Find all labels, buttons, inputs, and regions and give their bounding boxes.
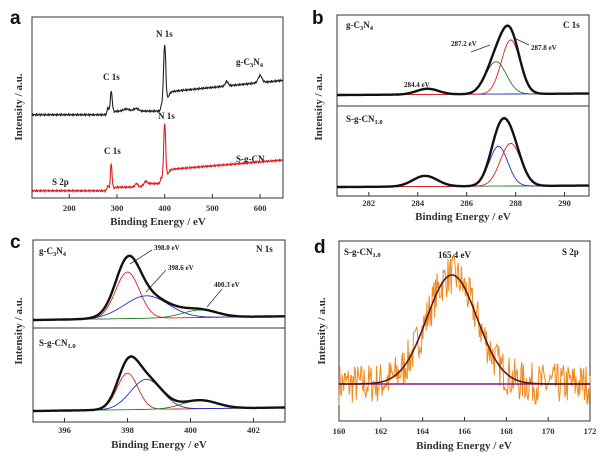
arrow-287-8 — [513, 37, 530, 46]
annotation-s2p: S 2p — [52, 177, 69, 187]
panel-letter-a: a — [10, 8, 21, 29]
region-label-c: N 1s — [256, 244, 273, 254]
raw-data-bottom — [32, 354, 286, 413]
region-label-d: S 2p — [562, 247, 579, 257]
peak-label-400-3: 400.3 eV — [214, 281, 240, 289]
plot-frame-a — [31, 16, 284, 199]
arrow-398-6 — [145, 269, 167, 293]
series-label-s-g-cn: S-g-CN — [236, 154, 265, 164]
x-tick-label-c: 398 — [121, 425, 134, 435]
y-axis-label-c: Intensity / a.u. — [13, 297, 25, 364]
x-axis-label-b: Binding Energy / eV — [415, 211, 511, 223]
peak-label-287-8: 287.8 eV — [531, 44, 557, 52]
region-label-b: C 1s — [563, 20, 580, 30]
x-axis-label-d: Binding Energy / eV — [416, 440, 512, 452]
x-tick-label-d: 166 — [458, 426, 471, 436]
x-tick-label-a: 300 — [111, 203, 124, 213]
x-tick-label-a: 600 — [254, 203, 267, 213]
plot-frame-d — [338, 240, 591, 422]
x-tick-label-a: 400 — [158, 203, 171, 213]
fit-component-bottom-287.8 — [337, 142, 589, 188]
peak-label-287-2: 287.2 eV — [451, 40, 477, 48]
x-axis-label-c: Binding Energy / eV — [111, 439, 207, 451]
x-tick-label-d: 164 — [416, 426, 430, 436]
envelope-top — [337, 24, 589, 97]
panel-letter-c: c — [10, 232, 21, 253]
sample-label-c-bottom: S-g-CN1.0 — [39, 338, 76, 350]
y-axis-label-d: Intensity / a.u. — [316, 297, 328, 364]
series-label-g-c3n4: g-C3N4 — [236, 57, 264, 69]
panel-b: b Intensity / a.u. Binding Energy / eV g… — [312, 8, 590, 223]
series-line-s-g-cn — [31, 123, 284, 194]
x-tick-label-d: 162 — [374, 426, 387, 436]
x-tick-label-b: 282 — [362, 198, 375, 208]
peak-label-165-4: 165.4 eV — [438, 250, 471, 260]
arrow-398-0 — [129, 249, 153, 265]
envelope-bottom — [337, 117, 589, 189]
x-tick-label-a: 500 — [206, 203, 219, 213]
panel-letter-d: d — [314, 237, 326, 258]
raw-data-top — [336, 22, 590, 97]
raw-data-bottom — [336, 115, 590, 189]
x-tick-label-c: 396 — [58, 425, 71, 435]
fit-curve-s2p — [339, 274, 590, 385]
y-axis-label-a: Intensity / a.u. — [13, 73, 25, 140]
y-axis-label-b: Intensity / a.u. — [313, 73, 325, 140]
fit-component-top-287.2 — [337, 61, 589, 96]
sample-label-d: S-g-CN1.0 — [344, 247, 381, 259]
plot-frame-c — [32, 239, 286, 423]
peak-label-398-6: 398.6 eV — [168, 264, 194, 272]
x-tick-label-a: 200 — [63, 203, 76, 213]
panel-a: a Intensity / a.u. Binding Energy / eV C… — [10, 8, 284, 228]
annotation-c1s-top: C 1s — [103, 72, 120, 82]
panel-d: d Intensity / a.u. Binding Energy / eV S… — [314, 237, 596, 452]
x-tick-label-b: 288 — [509, 198, 522, 208]
x-tick-label-d: 160 — [333, 426, 346, 436]
x-tick-label-d: 172 — [584, 426, 597, 436]
sample-label-b-top: g-C3N4 — [346, 20, 374, 32]
x-tick-label-d: 168 — [500, 426, 513, 436]
x-tick-label-b: 284 — [411, 198, 425, 208]
x-tick-label-d: 170 — [542, 426, 555, 436]
arrow-287-2 — [470, 44, 491, 53]
panel-c: c Intensity / a.u. Binding Energy / eV g… — [10, 232, 286, 451]
x-axis-label-a: Binding Energy / eV — [110, 216, 206, 228]
x-tick-label-b: 286 — [460, 198, 473, 208]
peak-label-398-0: 398.0 eV — [154, 244, 180, 252]
annotation-n1s-top: N 1s — [156, 29, 173, 39]
series-line-g-c3n4 — [31, 44, 284, 118]
x-tick-label-c: 402 — [247, 425, 260, 435]
x-tick-label-b: 290 — [558, 198, 571, 208]
fit-component-bottom-287.3 — [337, 145, 589, 188]
annotation-c1s-bottom: C 1s — [104, 146, 121, 156]
x-tick-label-c: 400 — [184, 425, 197, 435]
arrow-400-3 — [206, 288, 223, 308]
panel-letter-b: b — [312, 8, 324, 29]
sample-label-b-bottom: S-g-CN1.0 — [346, 114, 383, 126]
sample-label-c-top: g-C3N4 — [39, 246, 67, 258]
annotation-n1s-bottom: N 1s — [158, 111, 175, 121]
fit-component-bottom-398 — [33, 372, 285, 412]
envelope-bottom — [33, 355, 285, 413]
raw-data-top — [32, 253, 286, 322]
fit-component-bottom-398.6 — [33, 378, 285, 412]
envelope-top — [33, 254, 286, 322]
peak-label-284-4: 284.4 eV — [404, 81, 430, 89]
